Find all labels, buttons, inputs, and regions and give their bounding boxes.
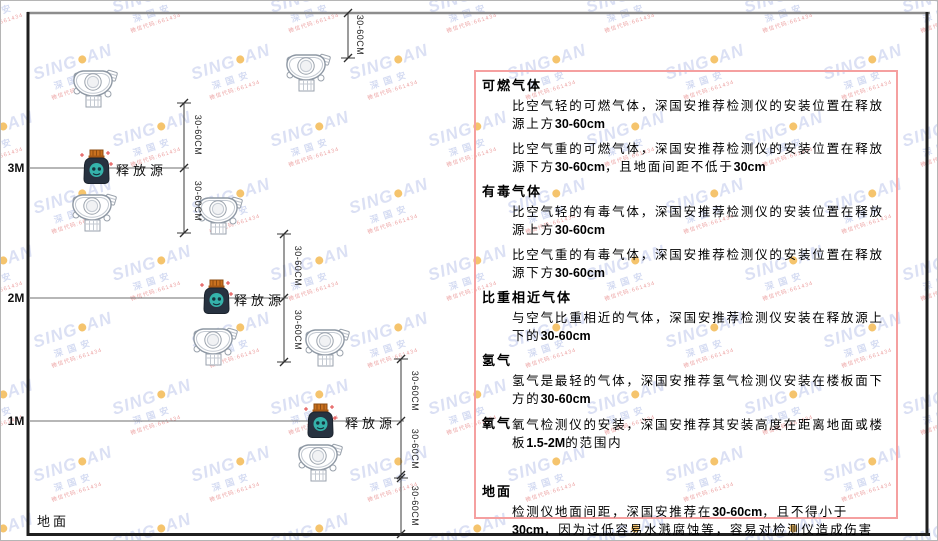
release-source-label: 释放源	[234, 293, 286, 308]
gas-detector-icon	[73, 69, 119, 108]
guideline-paragraph: 检测仪地面间距，深国安推荐在30-60cm，且不得小于30cm，因为过低容易水溅…	[512, 505, 873, 537]
guideline-paragraph: 与空气比重相近的气体，深国安推荐检测仪安装在释放源上下的30-60cm	[512, 311, 884, 343]
section-heading: 可燃气体	[482, 78, 543, 93]
section-heading: 有毒气体	[482, 184, 543, 199]
guideline-paragraph: 比空气轻的有毒气体，深国安推荐检测仪的安装位置在释放源上方30-60cm	[512, 205, 884, 237]
section-heading: 地面	[482, 484, 513, 499]
release-source-icon	[79, 149, 114, 185]
gas-detector-icon	[298, 443, 344, 482]
section-combustible-gas: 可燃气体 比空气轻的可燃气体，深国安推荐检测仪的安装位置在释放源上方30-60c…	[482, 77, 888, 176]
section-heading: 比重相近气体	[482, 290, 573, 305]
guideline-paragraph: 比空气重的有毒气体，深国安推荐检测仪的安装位置在释放源下方30-60cm	[512, 248, 884, 280]
section-heading: 氢气	[482, 353, 513, 368]
dim-label: 30-60CM	[410, 370, 420, 412]
section-oxygen: 氧气 氧气检测仪的安装，深国安推荐其安装高度在距离地面或楼板1.5-2M的范围内	[482, 415, 888, 459]
dim-label: 30-60CM	[410, 428, 420, 470]
release-source-label: 释放源	[116, 163, 168, 178]
guideline-paragraph: 比空气轻的可燃气体，深国安推荐检测仪的安装位置在释放源上方30-60cm	[512, 99, 884, 131]
gas-detector-icon	[286, 53, 332, 92]
release-source-label: 释放源	[345, 416, 397, 431]
dim-label: 30-60CM	[293, 309, 303, 351]
ground-label: 地面	[37, 514, 70, 529]
height-label-2m: 2M	[7, 291, 25, 305]
guideline-panel: 可燃气体 比空气轻的可燃气体，深国安推荐检测仪的安装位置在释放源上方30-60c…	[474, 70, 898, 537]
dim-label: 30-60CM	[355, 14, 365, 56]
dim-label: 30-60CM	[293, 245, 303, 287]
height-label-3m: 3M	[7, 161, 25, 175]
section-heading: 氧气	[482, 416, 513, 431]
section-ground: 地面 检测仪地面间距，深国安推荐在30-60cm，且不得小于30cm，因为过低容…	[482, 483, 888, 539]
gas-detector-icon	[198, 196, 244, 235]
height-label-1m: 1M	[7, 414, 25, 428]
section-hydrogen: 氢气 氢气是最轻的气体，深国安推荐氢气检测仪安装在楼板面下方的30-60cm	[482, 352, 888, 408]
dimension-ticks	[179, 8, 406, 539]
gas-detector-icon	[72, 193, 118, 232]
guideline-paragraph: 比空气重的可燃气体，深国安推荐检测仪的安装位置在释放源下方30-60cm，且地面…	[512, 142, 884, 174]
guideline-paragraph: 氢气是最轻的气体，深国安推荐氢气检测仪安装在楼板面下方的30-60cm	[512, 374, 884, 406]
dim-label: 30-60CM	[410, 485, 420, 527]
gas-detector-icon	[305, 328, 351, 367]
release-source-icon	[199, 279, 234, 315]
section-similar-density-gas: 比重相近气体 与空气比重相近的气体，深国安推荐检测仪安装在释放源上下的30-60…	[482, 289, 888, 345]
dim-label: 30-60CM	[193, 180, 203, 222]
section-toxic-gas: 有毒气体 比空气轻的有毒气体，深国安推荐检测仪的安装位置在释放源上方30-60c…	[482, 183, 888, 282]
gas-detector-icon	[193, 327, 239, 366]
dim-label: 30-60CM	[193, 114, 203, 156]
release-source-icon	[303, 403, 338, 439]
guideline-paragraph: 氧气检测仪的安装，深国安推荐其安装高度在距离地面或楼板1.5-2M的范围内	[512, 418, 884, 450]
